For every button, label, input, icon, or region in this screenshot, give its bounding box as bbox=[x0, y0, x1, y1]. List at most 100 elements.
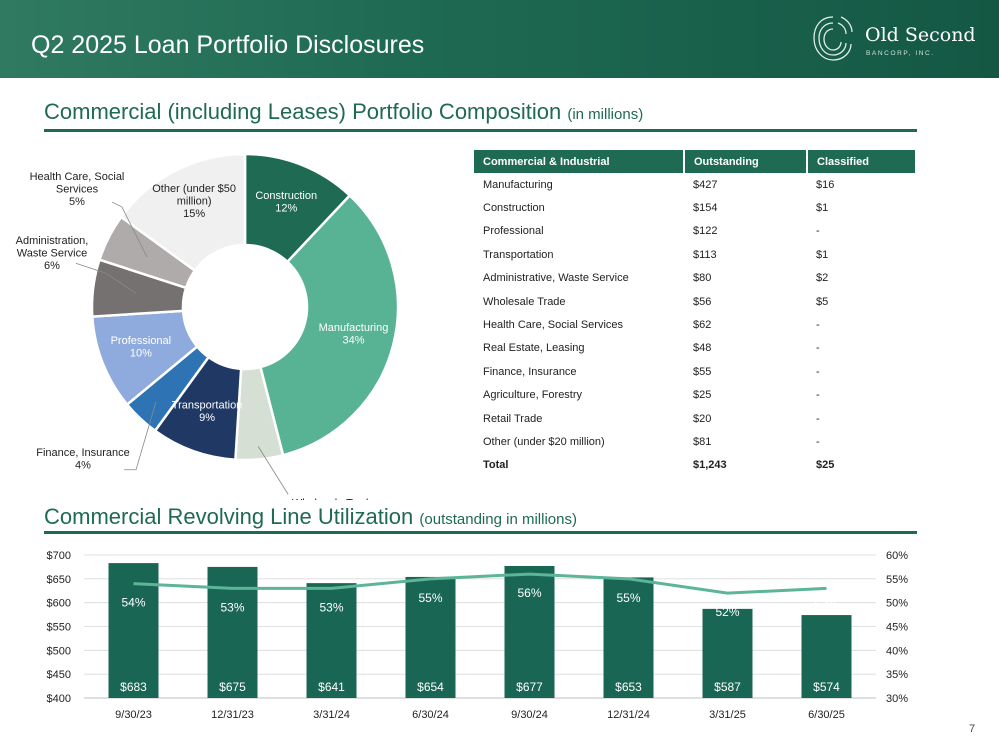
table-cell-classified: $1 bbox=[816, 248, 829, 261]
donut-label: 15% bbox=[183, 208, 205, 220]
donut-slice-other-under-million bbox=[119, 152, 247, 273]
table-row: Manufacturing $427 $16 bbox=[474, 173, 915, 196]
donut-label: Services bbox=[56, 184, 99, 196]
line-value-label: 53% bbox=[220, 600, 244, 614]
section-utilization-title: Commercial Revolving Line Utilization (o… bbox=[44, 504, 577, 530]
donut-slice-manufacturing bbox=[258, 193, 400, 457]
table-cell-outstanding: $62 bbox=[693, 319, 712, 332]
table-header-classified: Classified bbox=[806, 150, 915, 173]
line-value-label: 52% bbox=[715, 605, 739, 619]
table-cell-classified: - bbox=[816, 435, 820, 448]
table-cell-category: Retail Trade bbox=[483, 412, 543, 425]
donut-label: Finance, Insurance bbox=[36, 447, 130, 459]
x-tick-label: 12/31/23 bbox=[211, 709, 254, 721]
y2-tick-label: 50% bbox=[886, 598, 908, 610]
x-tick-label: 9/30/24 bbox=[511, 709, 548, 721]
table-header-category: Commercial & Industrial bbox=[474, 150, 684, 173]
table-row: Professional $122 - bbox=[474, 220, 915, 243]
commercial-industrial-table: Commercial & Industrial Outstanding Clas… bbox=[474, 150, 915, 477]
table-cell-classified: $1 bbox=[816, 202, 829, 215]
leader-line bbox=[75, 262, 137, 294]
logo-wordmark: Old Second bbox=[865, 24, 976, 46]
table-cell-outstanding: $154 bbox=[693, 202, 718, 215]
donut-label: Health Care, Social bbox=[30, 171, 125, 183]
table-cell-outstanding: $56 bbox=[693, 295, 712, 308]
page-number: 7 bbox=[969, 723, 976, 735]
table-cell-classified: $16 bbox=[816, 178, 835, 191]
bar bbox=[603, 577, 654, 698]
section-portfolio-title: Commercial (including Leases) Portfolio … bbox=[44, 99, 643, 125]
bar-value-label: $641 bbox=[318, 680, 345, 694]
line-value-label: 55% bbox=[616, 591, 640, 605]
y-tick-label: $500 bbox=[47, 645, 71, 657]
donut-label: Manufacturing bbox=[319, 322, 389, 334]
table-cell-classified: - bbox=[816, 342, 820, 355]
table-cell-outstanding: $55 bbox=[693, 365, 712, 378]
y-tick-label: $700 bbox=[47, 550, 71, 562]
table-row: Wholesale Trade $56 $5 bbox=[474, 290, 915, 313]
line-value-label: 55% bbox=[418, 591, 442, 605]
table-cell-category: Wholesale Trade bbox=[483, 295, 566, 308]
table-cell-classified: $5 bbox=[816, 295, 829, 308]
table-cell-classified: $25 bbox=[816, 459, 835, 472]
table-cell-category: Transportation bbox=[483, 248, 554, 261]
table-row: Finance, Insurance $55 - bbox=[474, 360, 915, 383]
x-tick-label: 12/31/24 bbox=[607, 709, 650, 721]
bar-value-label: $654 bbox=[417, 680, 444, 694]
table-cell-category: Health Care, Social Services bbox=[483, 319, 624, 332]
bar bbox=[108, 563, 159, 698]
x-tick-label: 6/30/25 bbox=[808, 709, 845, 721]
x-tick-label: 3/31/24 bbox=[313, 709, 350, 721]
donut-label: 4% bbox=[75, 460, 91, 472]
table-cell-outstanding: $80 bbox=[693, 272, 712, 285]
table-cell-outstanding: $48 bbox=[693, 342, 712, 355]
donut-label: 12% bbox=[275, 202, 297, 214]
bar-value-label: $675 bbox=[219, 680, 246, 694]
x-tick-label: 3/31/25 bbox=[709, 709, 746, 721]
header-banner: Q2 2025 Loan Portfolio Disclosures Old S… bbox=[0, 0, 999, 78]
table-cell-category: Construction bbox=[483, 202, 545, 215]
table-row: Transportation $113 $1 bbox=[474, 243, 915, 266]
table-cell-category: Agriculture, Forestry bbox=[483, 389, 583, 402]
table-cell-category: Professional bbox=[483, 225, 544, 238]
table-body: Manufacturing $427 $16 Construction $154 $1 Pr… bbox=[474, 173, 915, 477]
table-row: Health Care, Social Services $62 - bbox=[474, 313, 915, 336]
donut-label: Administration, bbox=[16, 235, 89, 247]
donut-label: 34% bbox=[342, 334, 364, 346]
y2-tick-label: 55% bbox=[886, 574, 908, 586]
section-portfolio-rule bbox=[44, 129, 917, 132]
table-row: Agriculture, Forestry $25 - bbox=[474, 384, 915, 407]
y2-tick-label: 35% bbox=[886, 669, 908, 681]
donut-label: Waste Service bbox=[17, 248, 88, 260]
table-cell-classified: - bbox=[816, 319, 820, 332]
bar bbox=[504, 565, 555, 698]
y-tick-label: $650 bbox=[47, 574, 71, 586]
section-utilization-rule bbox=[44, 531, 917, 534]
table-cell-outstanding: $1,243 bbox=[693, 459, 727, 472]
table-row: Administrative, Waste Service $80 $2 bbox=[474, 267, 915, 290]
donut-label: Other (under $50 bbox=[152, 183, 236, 195]
bar-value-label: $677 bbox=[516, 680, 543, 694]
logo-icon bbox=[813, 16, 853, 61]
table-row: Retail Trade $20 - bbox=[474, 407, 915, 430]
table-cell-category: Total bbox=[483, 459, 509, 472]
x-tick-label: 9/30/23 bbox=[115, 709, 152, 721]
y2-tick-label: 40% bbox=[886, 645, 908, 657]
table-cell-classified: - bbox=[816, 412, 820, 425]
table-cell-classified: - bbox=[816, 389, 820, 402]
table-cell-category: Manufacturing bbox=[483, 178, 553, 191]
y-tick-label: $550 bbox=[47, 622, 71, 634]
y-tick-label: $600 bbox=[47, 598, 71, 610]
bar bbox=[405, 576, 456, 698]
table-row: Other (under $20 million) $81 - bbox=[474, 430, 915, 453]
table-header-row: Commercial & Industrial Outstanding Clas… bbox=[474, 150, 915, 173]
bar-value-label: $683 bbox=[120, 680, 147, 694]
table-cell-category: Real Estate, Leasing bbox=[483, 342, 585, 355]
table-cell-outstanding: $81 bbox=[693, 435, 712, 448]
donut-label: million) bbox=[177, 196, 212, 208]
donut-label: Professional bbox=[111, 335, 172, 347]
bar bbox=[702, 608, 753, 698]
table-cell-classified: - bbox=[816, 225, 820, 238]
donut-label: 10% bbox=[130, 348, 152, 360]
